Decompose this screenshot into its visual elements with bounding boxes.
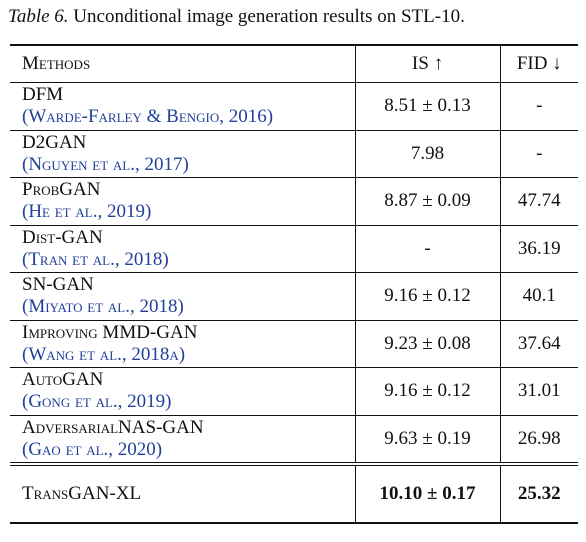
method-name: AutoGAN (22, 369, 104, 391)
citation: (Gong et al., 2019) (22, 391, 172, 413)
table-row: D2GAN (Nguyen et al., 2017) 7.98- (10, 130, 578, 178)
citation: (Warde-Farley & Bengio, 2016) (22, 106, 274, 128)
caption-label: Table 6. (8, 6, 69, 27)
citation: (Gao et al., 2020) (22, 438, 163, 460)
results-table: Methods IS ↑ FID ↓ DFM (Warde-Farley & Be… (10, 44, 578, 524)
table-row: AutoGAN (Gong et al., 2019) 9.16 ± 0.12 31.… (10, 367, 578, 416)
method-cell: D2GAN (Nguyen et al., 2017) (10, 130, 355, 178)
header-cell: IS ↑ (354, 44, 500, 83)
method-name: ProbGAN (22, 179, 101, 201)
is-cell: 10.10 ± 0.17 (354, 462, 500, 524)
method-name: AdversarialNAS-GAN (22, 416, 204, 438)
table-row: SN-GAN (Miyato et al., 2018) 9.16 ± 0.12 40… (10, 272, 578, 321)
fid-cell: 25.32 (499, 462, 578, 524)
method-cell: Improving MMD-GAN (Wang et al., 2018a) (10, 320, 355, 368)
caption: Table 6. Unconditional image generation … (8, 6, 465, 28)
is-cell: 8.51 ± 0.13 (354, 82, 500, 131)
method-name: SN-GAN (22, 274, 94, 296)
is-cell: 9.23 ± 0.08 (354, 320, 500, 368)
method-cell: Dist-GAN (Tran et al., 2018) (10, 225, 355, 273)
method-name: D2GAN (22, 131, 87, 153)
is-cell: 8.87 ± 0.09 (354, 177, 500, 226)
fid-cell: 37.64 (499, 320, 578, 368)
fid-cell: - (499, 82, 578, 131)
citation: (Tran et al., 2018) (22, 248, 169, 270)
method-cell: TransGAN-XL (10, 462, 355, 524)
table-row: AdversarialNAS-GAN (Gao et al., 2020) 9.63… (10, 415, 578, 465)
method-cell: SN-GAN (Miyato et al., 2018) (10, 272, 355, 321)
table-row: Improving MMD-GAN (Wang et al., 2018a) 9.2… (10, 320, 578, 368)
fid-cell: 47.74 (499, 177, 578, 226)
header-row: Methods IS ↑ FID ↓ (10, 44, 578, 83)
table-row: Dist-GAN (Tran et al., 2018) -36.19 (10, 225, 578, 273)
fid-cell: 26.98 (499, 415, 578, 465)
method-name: Dist-GAN (22, 226, 103, 248)
citation: (Nguyen et al., 2017) (22, 153, 189, 175)
is-cell: - (354, 225, 500, 273)
table-row: DFM (Warde-Farley & Bengio, 2016) 8.51 ± 0… (10, 82, 578, 131)
fid-cell: 40.1 (499, 272, 578, 321)
is-cell: 9.63 ± 0.19 (354, 415, 500, 465)
highlight-row: TransGAN-XL 10.10 ± 0.17 25.32 (10, 462, 578, 524)
caption-text: Unconditional image generation results o… (73, 6, 465, 27)
is-cell: 9.16 ± 0.12 (354, 272, 500, 321)
method-name: Improving MMD-GAN (22, 321, 198, 343)
table-row: ProbGAN (He et al., 2019) 8.87 ± 0.09 47.74 (10, 177, 578, 226)
method-cell: ProbGAN (He et al., 2019) (10, 177, 355, 226)
fid-cell: 31.01 (499, 367, 578, 416)
citation: (Miyato et al., 2018) (22, 296, 184, 318)
header-cell: Methods (10, 44, 355, 83)
method-cell: AdversarialNAS-GAN (Gao et al., 2020) (10, 415, 355, 465)
citation: (Wang et al., 2018a) (22, 343, 186, 365)
header-cell: FID ↓ (499, 44, 578, 83)
is-cell: 9.16 ± 0.12 (354, 367, 500, 416)
method-cell: AutoGAN (Gong et al., 2019) (10, 367, 355, 416)
citation: (He et al., 2019) (22, 201, 152, 223)
is-cell: 7.98 (354, 130, 500, 178)
method-cell: DFM (Warde-Farley & Bengio, 2016) (10, 82, 355, 131)
table-body: DFM (Warde-Farley & Bengio, 2016) 8.51 ± 0… (10, 82, 578, 524)
fid-cell: - (499, 130, 578, 178)
method-name: DFM (22, 84, 64, 106)
fid-cell: 36.19 (499, 225, 578, 273)
